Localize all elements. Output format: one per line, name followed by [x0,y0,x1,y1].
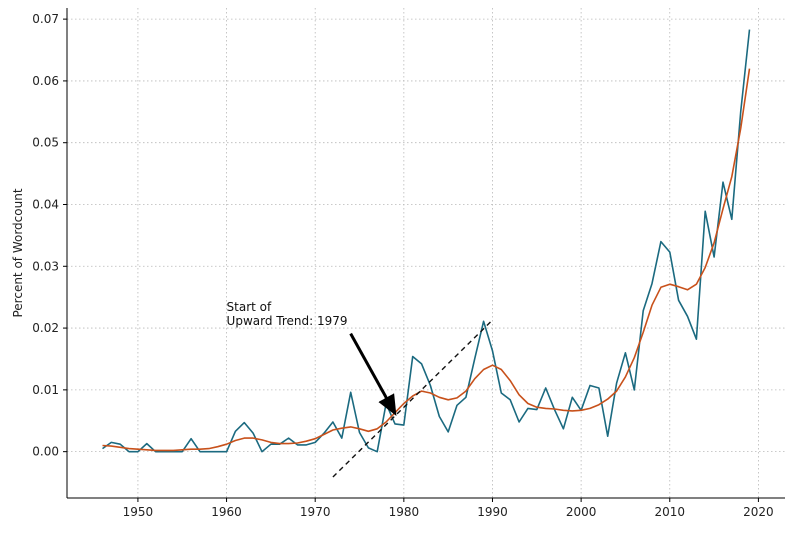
y-tick-label: 0.04 [32,197,59,211]
axes [66,8,785,499]
x-tick-label: 1970 [300,505,331,519]
trend-line [332,319,493,478]
series-line-smoothed [102,68,751,452]
y-tick-label: 0.00 [32,445,59,459]
x-tick-label: 2020 [743,505,774,519]
annotation-arrow [349,332,397,416]
x-tick-label: 1960 [211,505,242,519]
y-axis-title: Percent of Wordcount [11,188,25,317]
annotation: Start of Upward Trend: 1979 [227,300,397,416]
y-tick-label: 0.06 [32,74,59,88]
annotation-line-2: Upward Trend: 1979 [227,314,348,328]
y-tick-label: 0.01 [32,383,59,397]
series-line-raw [102,29,751,453]
annotation-line-1: Start of [227,300,272,314]
y-tick-label: 0.07 [32,12,59,26]
y-tick-label: 0.02 [32,321,59,335]
trend-line-group [332,319,493,478]
x-tick-label: 1950 [123,505,154,519]
annotation-text: Start of Upward Trend: 1979 [227,300,348,328]
series [102,29,751,453]
tick-labels: 1950 1960 1970 1980 1990 2000 2010 2020 0.00 0.01… [32,12,773,519]
y-tick-label: 0.03 [32,259,59,273]
y-tick-label: 0.05 [32,136,59,150]
x-tick-label: 2000 [566,505,597,519]
grid [67,8,785,498]
x-tick-label: 1980 [389,505,420,519]
x-tick-label: 1990 [477,505,508,519]
x-tick-label: 2010 [654,505,685,519]
